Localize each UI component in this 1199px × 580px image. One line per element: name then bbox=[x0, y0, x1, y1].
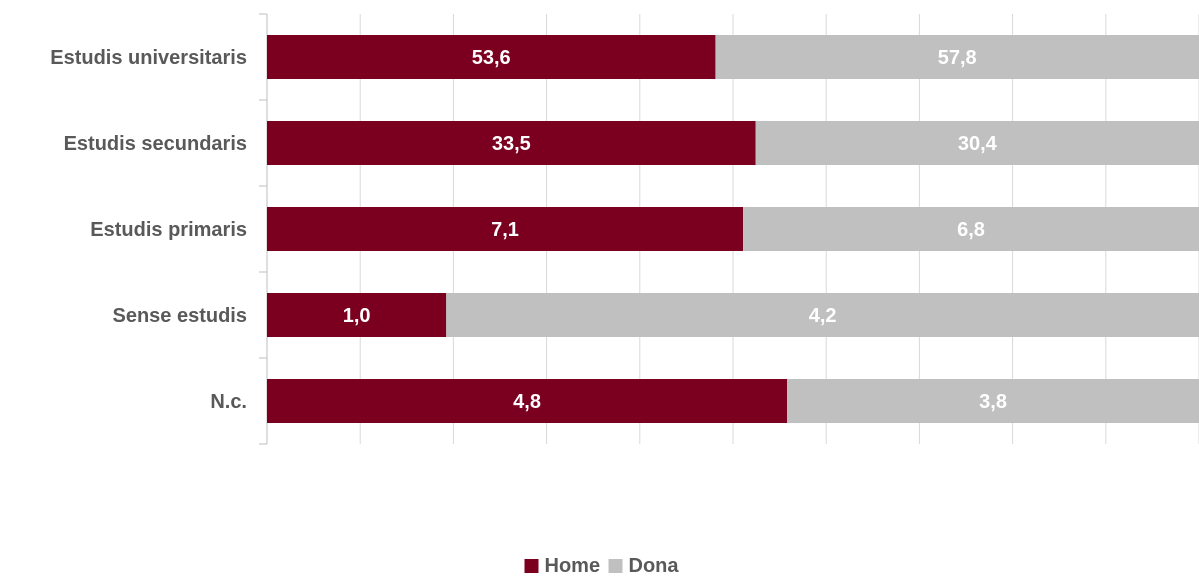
category-labels: Estudis universitaris Estudis secundaris E… bbox=[50, 47, 247, 413]
data-label-dona-n-c: 3,8 bbox=[979, 391, 1007, 413]
data-label-home-estudis-primaris: 7,1 bbox=[491, 219, 519, 241]
bar-dona-n-c bbox=[787, 379, 1199, 423]
category-label-estudis-universitaris: Estudis universitaris bbox=[50, 47, 247, 69]
category-label-estudis-primaris: Estudis primaris bbox=[90, 219, 247, 241]
bar-dona-estudis-universitaris bbox=[715, 35, 1199, 79]
bar-home-estudis-universitaris bbox=[267, 35, 716, 79]
data-label-home-n-c: 4,8 bbox=[513, 391, 541, 413]
data-label-dona-estudis-primaris: 6,8 bbox=[957, 219, 985, 241]
legend-label-home: Home bbox=[545, 555, 601, 577]
bar-dona-estudis-primaris bbox=[743, 207, 1199, 251]
data-label-home-estudis-universitaris: 53,6 bbox=[472, 47, 511, 69]
category-label-n-c: N.c. bbox=[210, 391, 247, 413]
category-label-estudis-secundaris: Estudis secundaris bbox=[64, 133, 247, 155]
data-label-dona-sense-estudis: 4,2 bbox=[809, 305, 837, 327]
data-label-dona-estudis-universitaris: 57,8 bbox=[938, 47, 977, 69]
bar-home-estudis-primaris bbox=[267, 207, 744, 251]
legend: Home Dona bbox=[524, 555, 680, 577]
bars bbox=[267, 35, 1199, 423]
category-axis bbox=[259, 13, 268, 445]
bar-home-estudis-secundaris bbox=[267, 121, 756, 165]
category-label-sense-estudis: Sense estudis bbox=[112, 305, 247, 327]
legend-swatch-dona bbox=[608, 559, 623, 573]
data-label-home-estudis-secundaris: 33,5 bbox=[492, 133, 531, 155]
legend-swatch-home bbox=[524, 559, 539, 573]
value-labels: 53,6 57,8 33,5 30,4 7,1 6,8 1,0 4,2 4,8 3,8 bbox=[343, 47, 1007, 413]
bar-dona-estudis-secundaris bbox=[755, 121, 1199, 165]
legend-label-dona: Dona bbox=[629, 555, 680, 577]
bar-home-n-c bbox=[267, 379, 788, 423]
bar-home-sense-estudis bbox=[267, 293, 447, 337]
data-label-home-sense-estudis: 1,0 bbox=[343, 305, 371, 327]
data-label-dona-estudis-secundaris: 30,4 bbox=[958, 133, 998, 155]
bar-dona-sense-estudis bbox=[446, 293, 1199, 337]
